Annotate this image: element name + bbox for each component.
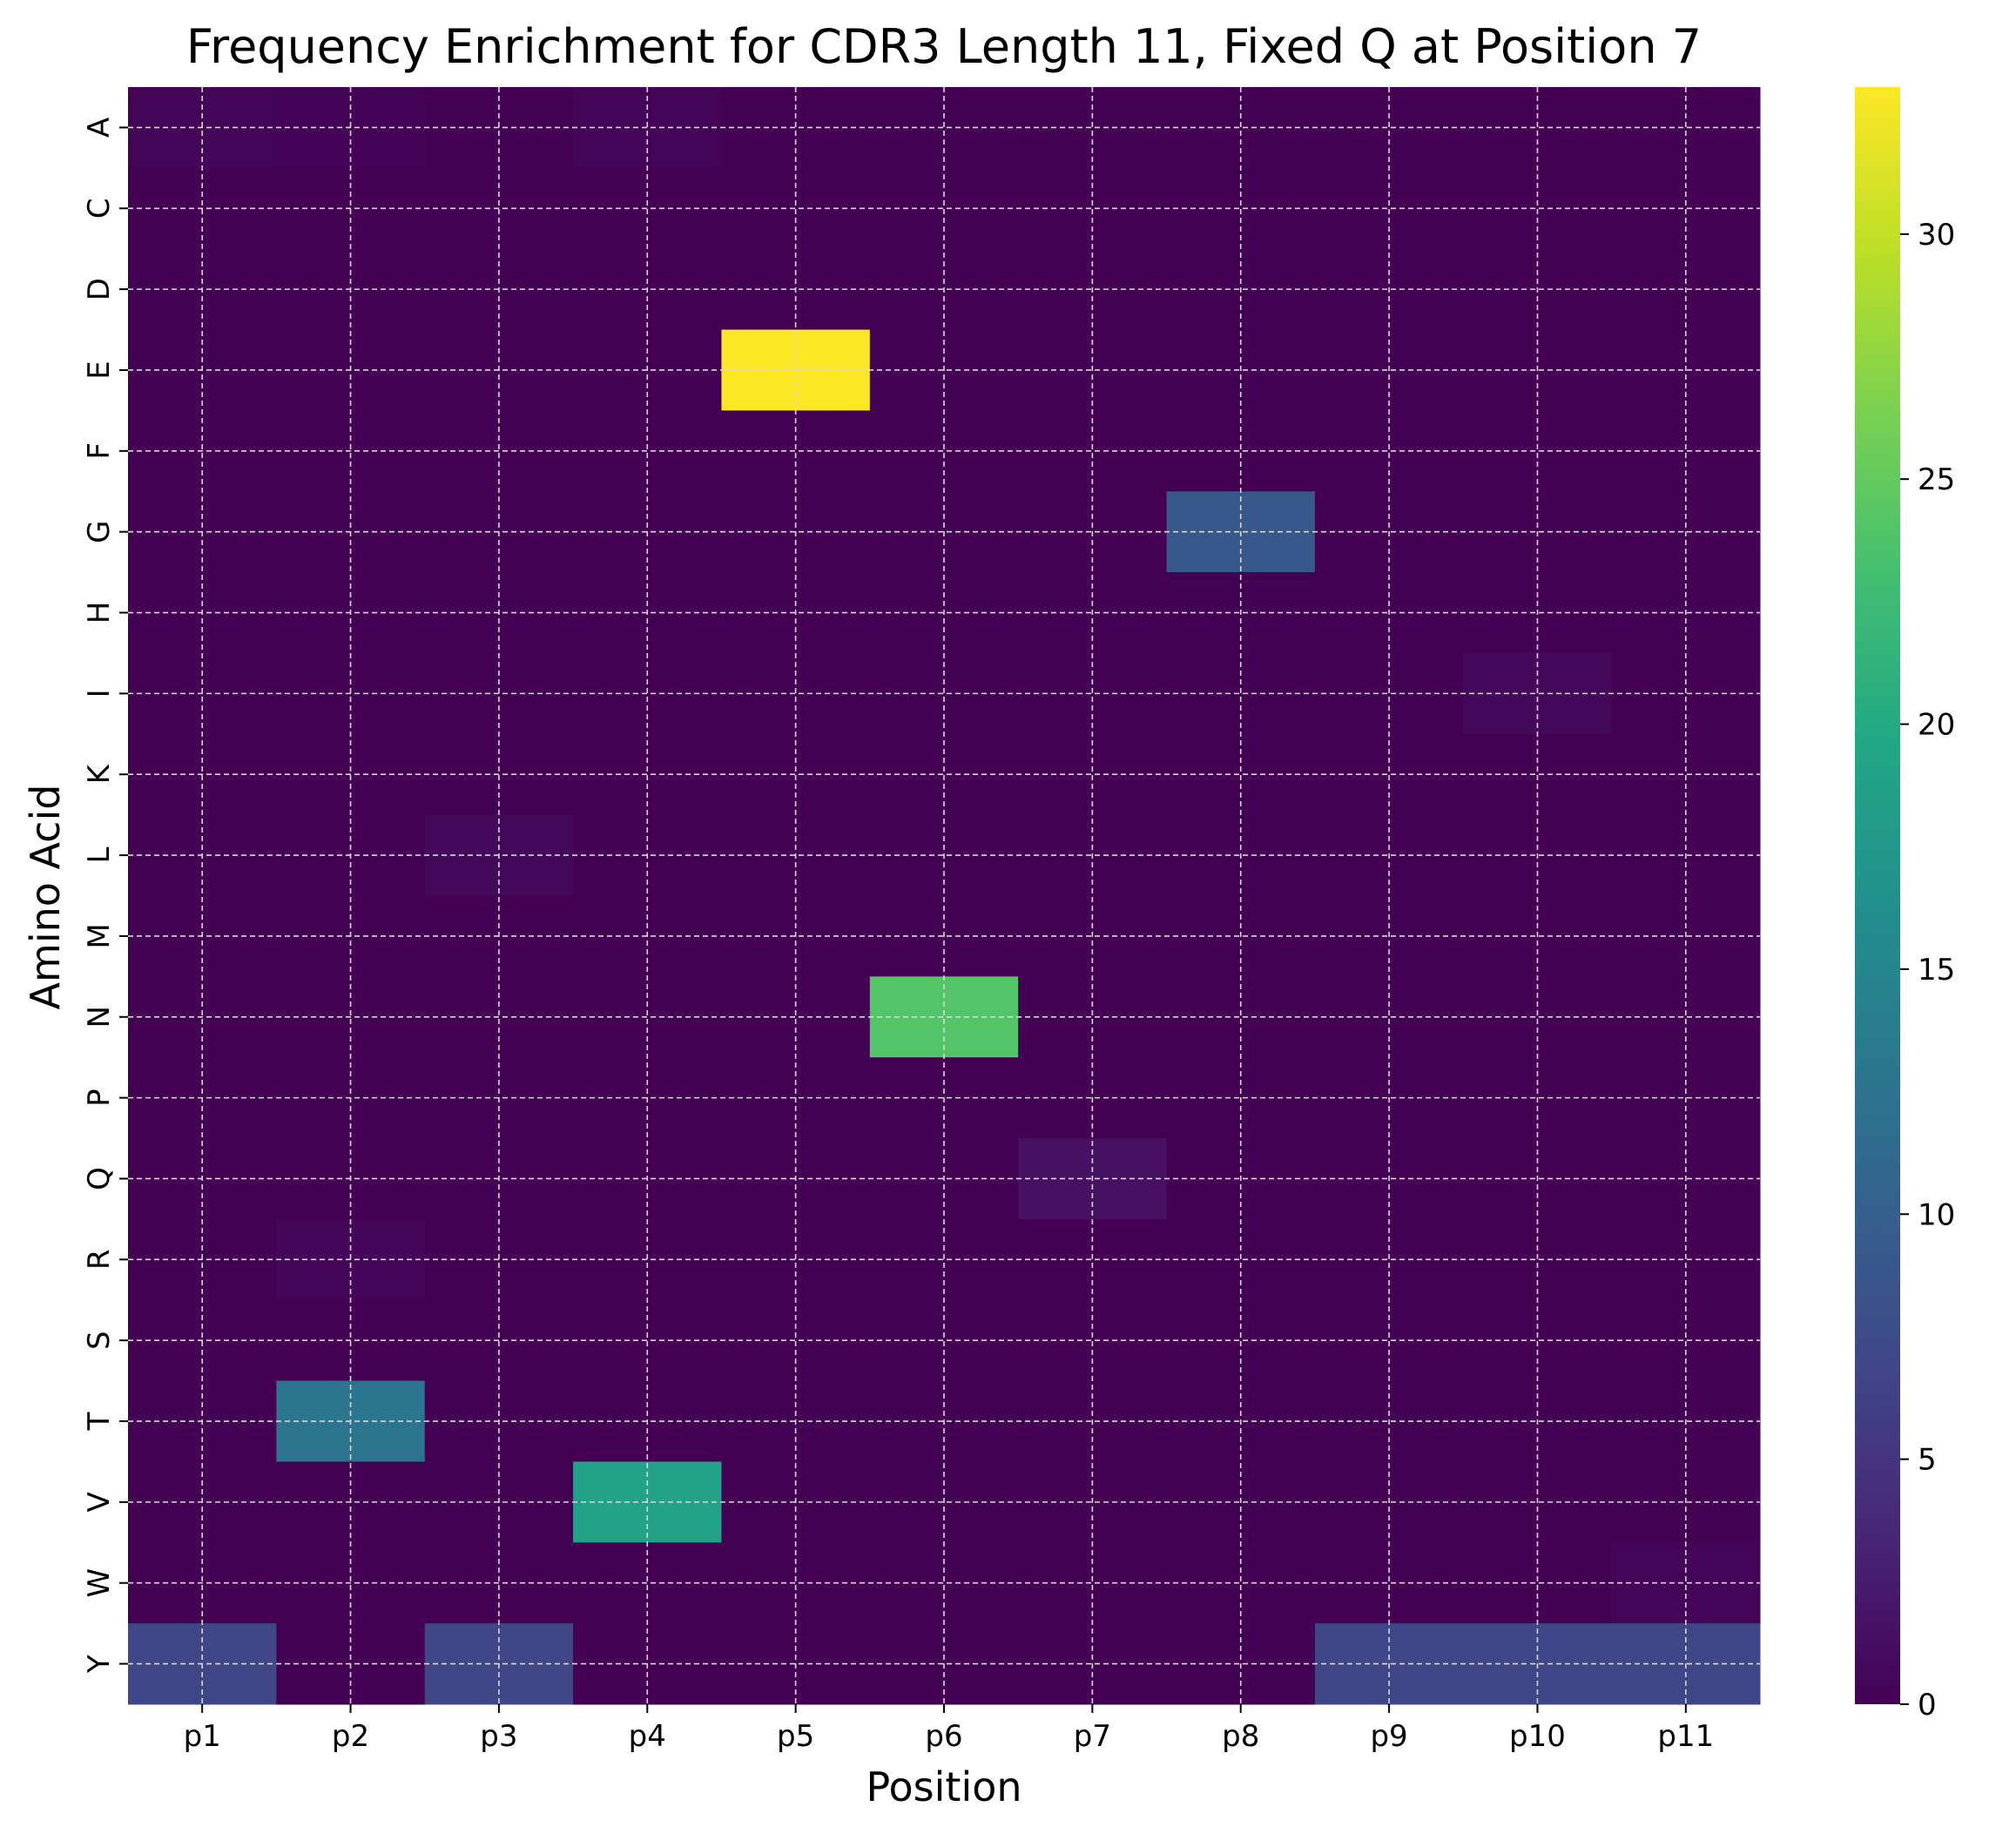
y-tick-label: K bbox=[82, 763, 117, 784]
colorbar-ticks: 0 5 10 15 20 25 30 bbox=[1900, 218, 1955, 1723]
y-tick-label: S bbox=[82, 1331, 117, 1350]
y-tick-label: G bbox=[82, 520, 117, 543]
y-tick-label: E bbox=[82, 361, 117, 379]
x-tick-label: p11 bbox=[1657, 1719, 1714, 1754]
y-tick-label: L bbox=[82, 847, 117, 864]
colorbar-tick-label: 5 bbox=[1918, 1443, 1937, 1478]
x-tick-label: p8 bbox=[1222, 1719, 1259, 1754]
colorbar bbox=[1855, 87, 1900, 1704]
x-tick-label: p10 bbox=[1509, 1719, 1566, 1754]
y-tick-label: R bbox=[82, 1250, 117, 1271]
colorbar-tick-label: 0 bbox=[1918, 1688, 1937, 1723]
colorbar-tick-label: 20 bbox=[1918, 708, 1955, 743]
y-tick-label: H bbox=[82, 602, 117, 624]
x-tick-label: p6 bbox=[925, 1719, 962, 1754]
x-tick-label: p7 bbox=[1074, 1719, 1111, 1754]
x-axis-label: Position bbox=[866, 1763, 1021, 1810]
x-tick-label: p1 bbox=[184, 1719, 221, 1754]
grid-lines bbox=[128, 87, 1760, 1704]
x-tick-labels: p1 p2 p3 p4 p5 p6 p7 p8 p9 p10 p11 bbox=[184, 1704, 1714, 1754]
heatmap-cells bbox=[128, 87, 1761, 1705]
x-tick-label: p9 bbox=[1370, 1719, 1407, 1754]
y-tick-label: V bbox=[82, 1492, 117, 1512]
y-axis-label: Amino Acid bbox=[22, 785, 69, 1010]
colorbar-tick-label: 10 bbox=[1918, 1197, 1955, 1232]
x-tick-label: p3 bbox=[480, 1719, 517, 1754]
y-tick-label: P bbox=[82, 1089, 117, 1107]
y-tick-label: A bbox=[82, 118, 117, 138]
y-tick-label: N bbox=[82, 1006, 117, 1028]
x-tick-label: p5 bbox=[777, 1719, 814, 1754]
y-tick-label: W bbox=[82, 1568, 117, 1598]
y-tick-label: Q bbox=[82, 1167, 117, 1190]
chart-title: Frequency Enrichment for CDR3 Length 11,… bbox=[186, 19, 1702, 74]
y-tick-label: T bbox=[82, 1412, 117, 1431]
colorbar-tick-label: 15 bbox=[1918, 953, 1955, 988]
colorbar-tick-label: 25 bbox=[1918, 462, 1955, 497]
y-tick-label: D bbox=[82, 278, 117, 300]
y-tick-label: I bbox=[82, 689, 117, 698]
x-tick-label: p4 bbox=[629, 1719, 666, 1754]
x-tick-label: p2 bbox=[332, 1719, 369, 1754]
y-tick-label: F bbox=[82, 442, 117, 460]
colorbar-tick-label: 30 bbox=[1918, 218, 1955, 253]
y-tick-labels: A C D E F G H I K L M N P Q R S T V W Y bbox=[82, 118, 128, 1674]
y-tick-label: M bbox=[82, 923, 117, 948]
y-tick-label: C bbox=[82, 198, 117, 219]
y-tick-label: Y bbox=[82, 1655, 117, 1674]
